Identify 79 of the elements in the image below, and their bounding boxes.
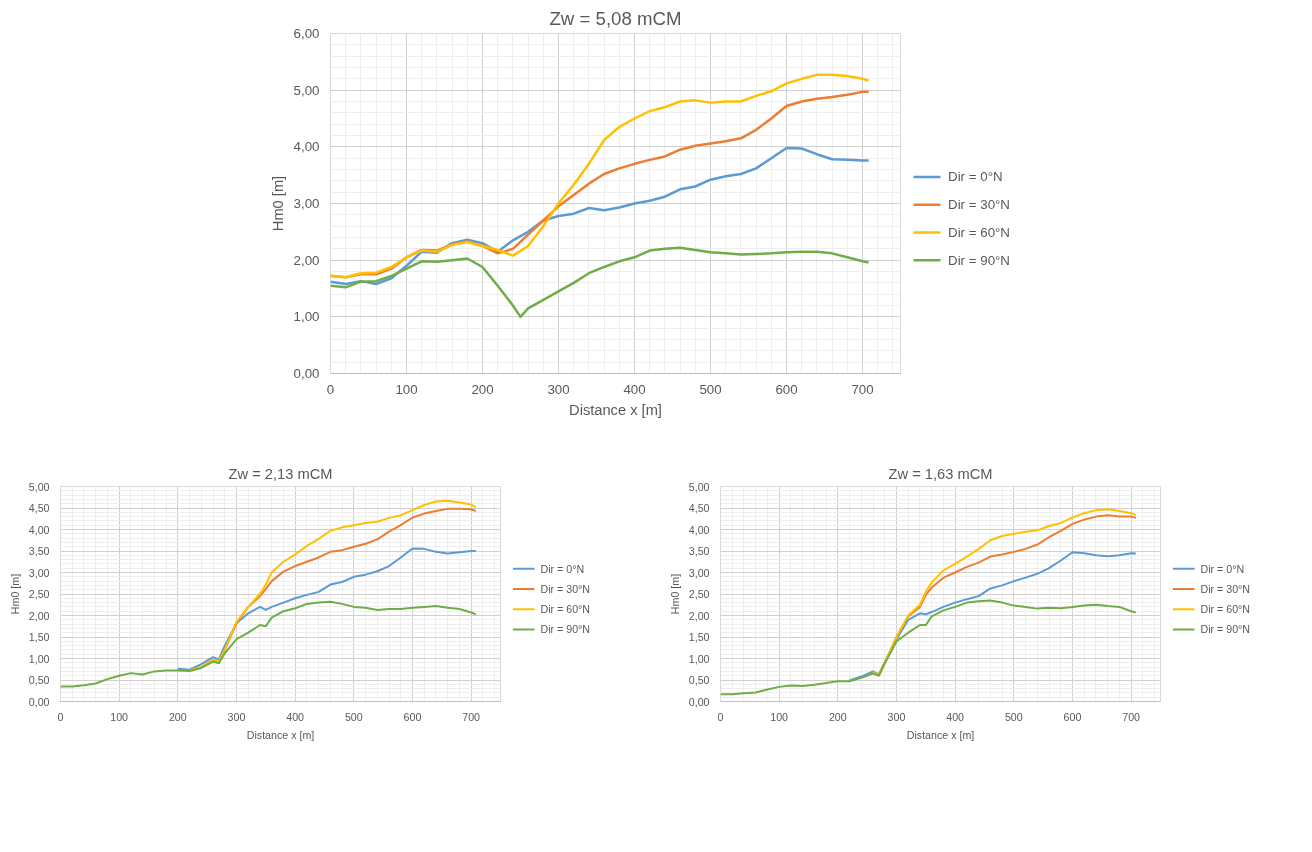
y-tick-label: 3,00 [28, 566, 50, 579]
x-axis-title: Distance x [m] [906, 728, 975, 741]
line-series [330, 246, 870, 319]
x-tick-label: 300 [547, 381, 570, 397]
y-tick-label: 2,00 [688, 609, 710, 622]
x-tick-label: 600 [775, 381, 798, 397]
y-tick-label: 3,00 [293, 196, 320, 211]
y-tick-label: 4,50 [28, 502, 50, 514]
legend-label: Dir = 0°N [948, 169, 1003, 185]
legend-label: Dir = 30°N [948, 197, 1010, 213]
x-tick-label: 400 [286, 710, 305, 723]
x-tick-label: 100 [770, 710, 789, 723]
y-tick-label: 1,00 [293, 309, 320, 325]
y-tick-label: 0,50 [688, 674, 710, 686]
line-series [60, 600, 477, 688]
chart-title: Zw = 1,63 mCM [888, 465, 993, 482]
x-axis-title: Distance x [m] [246, 728, 315, 741]
x-tick-label: 0 [57, 710, 64, 723]
chart-title: Zw = 2,13 mCM [228, 465, 333, 482]
legend-label: Dir = 30°N [1200, 582, 1251, 595]
x-tick-label: 300 [887, 710, 906, 723]
legend-label: Dir = 60°N [1200, 603, 1251, 616]
y-tick-label: 4,00 [293, 139, 320, 155]
y-tick-label: 2,50 [28, 588, 50, 600]
legend-label: Dir = 90°N [1200, 623, 1251, 636]
x-tick-label: 0 [326, 381, 335, 397]
y-tick-label: 6,00 [293, 26, 320, 41]
y-tick-label: 4,00 [688, 523, 710, 536]
x-tick-label: 100 [110, 710, 129, 723]
x-tick-label: 300 [227, 710, 246, 723]
y-tick-label: 2,00 [293, 252, 320, 268]
y-tick-label: 3,50 [688, 545, 710, 557]
x-tick-label: 200 [168, 710, 187, 723]
legend-label: Dir = 90°N [948, 252, 1010, 268]
legend-label: Dir = 90°N [540, 623, 591, 636]
legend-label: Dir = 0°N [540, 562, 585, 575]
x-tick-label: 200 [471, 381, 494, 397]
y-tick-label: 0,00 [688, 695, 710, 708]
y-tick-label: 2,50 [688, 588, 710, 600]
y-axis-title: Hm0 [m] [269, 175, 286, 232]
y-tick-label: 0,00 [28, 695, 50, 708]
y-tick-label: 2,00 [28, 609, 50, 622]
x-tick-label: 700 [851, 381, 874, 397]
x-tick-label: 500 [344, 710, 363, 723]
legend-label: Dir = 0°N [1200, 562, 1245, 575]
y-tick-label: 0,00 [293, 366, 320, 381]
y-axis-title: Hm0 [m] [668, 573, 681, 615]
x-tick-label: 500 [1004, 710, 1023, 723]
x-axis-title: Distance x [m] [569, 401, 662, 418]
x-tick-label: 200 [828, 710, 847, 723]
x-tick-label: 100 [395, 381, 418, 397]
x-tick-label: 400 [946, 710, 965, 723]
legend-label: Dir = 60°N [948, 224, 1010, 240]
y-tick-label: 5,00 [293, 82, 320, 98]
y-tick-label: 5,00 [688, 480, 710, 493]
x-tick-label: 500 [699, 381, 722, 397]
y-axis-title: Hm0 [m] [8, 573, 21, 615]
y-tick-label: 4,50 [688, 502, 710, 514]
legend-label: Dir = 30°N [540, 582, 591, 595]
y-tick-label: 3,00 [688, 566, 710, 579]
y-tick-label: 4,00 [28, 523, 50, 536]
line-series [848, 551, 1137, 682]
chart-title: Zw = 5,08 mCM [549, 7, 682, 29]
y-tick-label: 5,00 [28, 480, 50, 493]
x-tick-label: 700 [462, 710, 481, 723]
line-series [176, 547, 477, 671]
x-tick-label: 700 [1122, 710, 1141, 723]
y-tick-label: 3,50 [28, 545, 50, 557]
y-tick-label: 1,00 [28, 652, 50, 665]
x-tick-label: 400 [623, 381, 646, 397]
y-tick-label: 1,00 [688, 652, 710, 665]
y-tick-label: 0,50 [28, 674, 50, 686]
x-tick-label: 600 [1063, 710, 1082, 723]
y-tick-label: 1,50 [28, 631, 50, 643]
x-tick-label: 600 [403, 710, 422, 723]
x-tick-label: 0 [717, 710, 724, 723]
line-series [720, 599, 1137, 696]
legend-label: Dir = 60°N [540, 603, 591, 616]
y-tick-label: 1,50 [688, 631, 710, 643]
